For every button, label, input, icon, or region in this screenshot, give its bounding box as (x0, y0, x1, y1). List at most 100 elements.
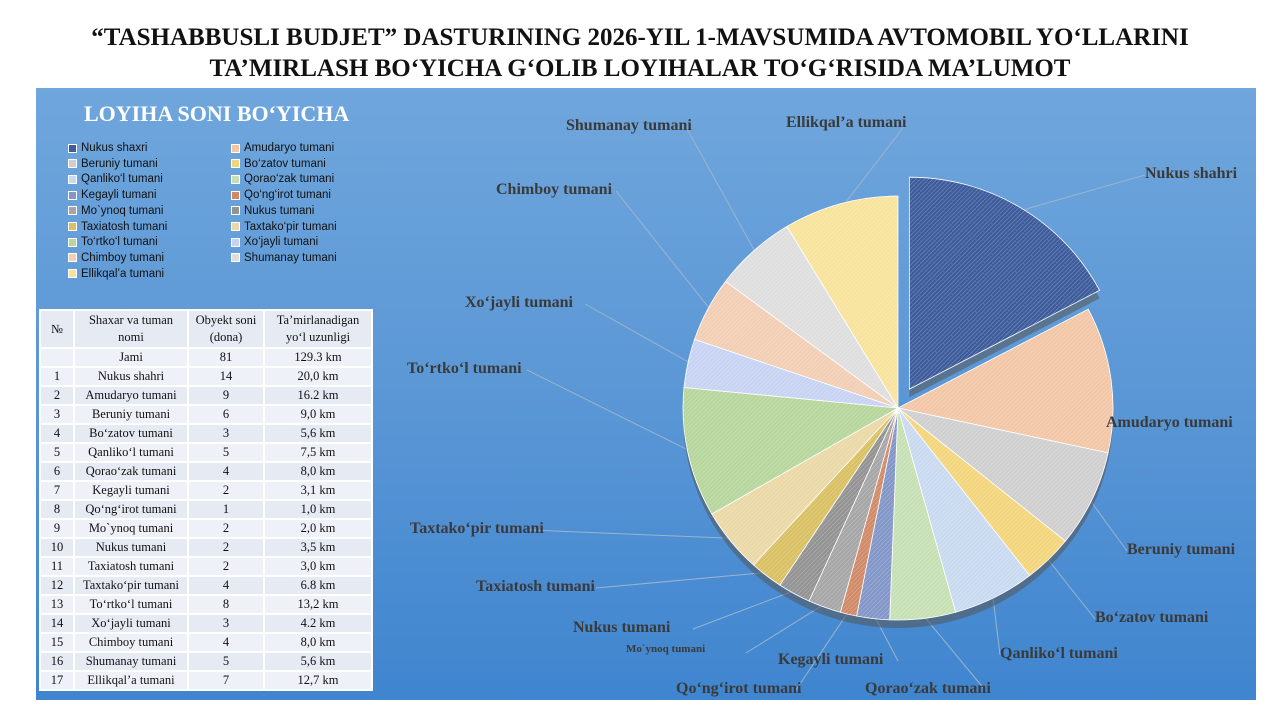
row-length: 6.8 km (263, 575, 373, 596)
legend-label: Shumanay tumani (244, 251, 337, 264)
row-name: Beruniy tumani (73, 404, 189, 425)
legend-label: Nukus tumani (244, 204, 315, 217)
leader-line (685, 126, 757, 255)
title-line-1: “TASHABBUSLI BUDJET” DASTURINING 2026-YI… (91, 24, 1189, 51)
legend-item: Nukus shaxri (68, 142, 147, 154)
row-length: 16.2 km (263, 385, 373, 406)
header-no: № (39, 309, 75, 349)
legend-swatch (68, 222, 77, 231)
row-length: 20,0 km (263, 366, 373, 387)
row-name: Bo‘zatov tumani (73, 423, 189, 444)
chart-title: LOYIHA SONI BO‘YICHA (84, 101, 350, 126)
slice-label: Qorao‘zak tumani (865, 680, 991, 697)
row-count: 2 (187, 518, 265, 539)
table-row: 5 Qanliko‘l tumani 5 7,5 km (39, 442, 373, 463)
legend-label: Kegayli tumani (81, 189, 157, 202)
legend-label: Taxtako‘pir tumani (244, 220, 337, 233)
row-no: 6 (39, 461, 75, 482)
legend-label: Ellikqal’a tumani (81, 267, 165, 280)
table-row: 6 Qorao‘zak tumani 4 8,0 km (39, 461, 373, 482)
legend-item: Qorao‘zak tumani (231, 173, 334, 185)
row-name: Shumanay tumani (73, 651, 189, 672)
header-length: Ta’mirlanadigan yo‘l uzunligi (263, 309, 373, 349)
row-count: 2 (187, 537, 265, 558)
legend-item: Amudaryo tumani (231, 142, 334, 154)
row-no: 1 (39, 366, 75, 387)
table-row: 15 Chimboy tumani 4 8,0 km (39, 632, 373, 653)
legend-item: Qanliko‘l tumani (68, 173, 163, 185)
row-count: 7 (187, 670, 265, 691)
slice-label: Ellikqal’a tumani (786, 114, 907, 131)
total-length: 129.3 km (263, 347, 373, 368)
legend-label: Chimboy tumani (81, 251, 165, 264)
row-length: 2,0 km (263, 518, 373, 539)
row-no: 2 (39, 385, 75, 406)
legend-item: Bo‘zatov tumani (231, 158, 326, 170)
slice-label: Qo‘ng‘irot tumani (676, 680, 802, 697)
table-row: 10 Nukus tumani 2 3,5 km (39, 537, 373, 558)
slice-label: Shumanay tumani (566, 117, 692, 134)
slice-label: Taxtako‘pir tumani (410, 520, 544, 537)
row-count: 2 (187, 480, 265, 501)
legend-swatch (231, 253, 240, 263)
legend-item: Mo`ynoq tumani (68, 205, 163, 217)
slice-label: Mo`ynoq tumani (626, 643, 706, 655)
legend-label: Qo‘ng‘irot tumani (244, 189, 331, 202)
table-row: 9 Mo`ynoq tumani 2 2,0 km (39, 518, 373, 539)
pie-slice-texture (725, 226, 898, 408)
legend-label: Qorao‘zak tumani (244, 173, 335, 186)
page-title: “TASHABBUSLI BUDJET” DASTURINING 2026-YI… (0, 22, 1280, 84)
legend-swatch (231, 222, 240, 231)
table-row: 17 Ellikqal’a tumani 7 12,7 km (39, 670, 373, 691)
pie-slice-texture (898, 408, 1066, 576)
slice-label: Nukus shahri (1145, 165, 1238, 182)
row-count: 5 (187, 651, 265, 672)
legend-swatch (231, 159, 240, 169)
header-name: Shaxar va tuman nomi (73, 309, 189, 349)
legend-swatch (68, 237, 77, 247)
slice-label: Amudaryo tumani (1106, 414, 1233, 431)
row-length: 3,1 km (263, 480, 373, 501)
table-row: 2 Amudaryo tumani 9 16.2 km (39, 385, 373, 406)
row-name: Qorao‘zak tumani (73, 461, 189, 482)
total-label: Jami (73, 347, 189, 368)
leader-line (595, 571, 769, 589)
legend-item: Nukus tumani (231, 205, 314, 217)
pie-slice-texture (779, 408, 898, 601)
total-no (39, 347, 75, 368)
row-name: Taxtako‘pir tumani (73, 575, 189, 596)
title-line-2: TA’MIRLASH BO‘YICHA G‘OLIB LOYIHALAR TO‘… (209, 55, 1071, 82)
row-length: 8,0 km (263, 632, 373, 653)
legend-swatch (68, 269, 77, 279)
row-name: Nukus shahri (73, 366, 189, 387)
table-row: 7 Kegayli tumani 2 3,1 km (39, 480, 373, 501)
row-count: 4 (187, 575, 265, 596)
legend-swatch (68, 174, 77, 184)
pie-slice-texture (909, 177, 1100, 390)
slice-label: Chimboy tumani (496, 181, 613, 198)
legend-item: Xo‘jayli tumani (231, 236, 318, 248)
row-count: 3 (187, 423, 265, 444)
legend-label: To‘rtko‘l tumani (81, 236, 158, 249)
pie-slice-texture (694, 281, 898, 408)
row-no: 9 (39, 518, 75, 539)
row-no: 10 (39, 537, 75, 558)
legend-item: Shumanay tumani (231, 252, 337, 264)
row-length: 12,7 km (263, 670, 373, 691)
pie-slice-texture (786, 196, 898, 408)
row-name: Amudaryo tumani (73, 385, 189, 406)
row-count: 8 (187, 594, 265, 615)
row-length: 1,0 km (263, 499, 373, 520)
legend-item: Qo‘ng‘irot tumani (231, 189, 331, 201)
row-name: Kegayli tumani (73, 480, 189, 501)
leader-line (745, 602, 827, 654)
legend-swatch (68, 253, 77, 263)
row-length: 3,0 km (263, 556, 373, 577)
row-length: 3,5 km (263, 537, 373, 558)
table-row: 3 Beruniy tumani 6 9,0 km (39, 404, 373, 425)
leader-line (841, 123, 907, 209)
pie-slice-texture (889, 408, 956, 620)
row-count: 4 (187, 632, 265, 653)
leader-line (1018, 174, 1146, 212)
row-no: 3 (39, 404, 75, 425)
